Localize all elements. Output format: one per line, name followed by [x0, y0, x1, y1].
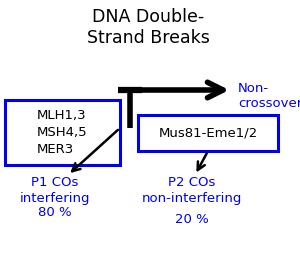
Text: DNA Double-
Strand Breaks: DNA Double- Strand Breaks — [87, 8, 209, 47]
Text: 80 %: 80 % — [38, 206, 72, 219]
Text: P1 COs
interfering: P1 COs interfering — [20, 176, 90, 205]
Text: Non-
crossovers: Non- crossovers — [238, 82, 300, 110]
Text: Mus81-Eme1/2: Mus81-Eme1/2 — [158, 127, 258, 139]
FancyBboxPatch shape — [138, 115, 278, 151]
Text: P2 COs
non-interfering: P2 COs non-interfering — [142, 176, 242, 205]
Text: MLH1,3
MSH4,5
MER3: MLH1,3 MSH4,5 MER3 — [37, 109, 88, 156]
Text: 20 %: 20 % — [175, 213, 209, 226]
FancyBboxPatch shape — [5, 100, 120, 165]
